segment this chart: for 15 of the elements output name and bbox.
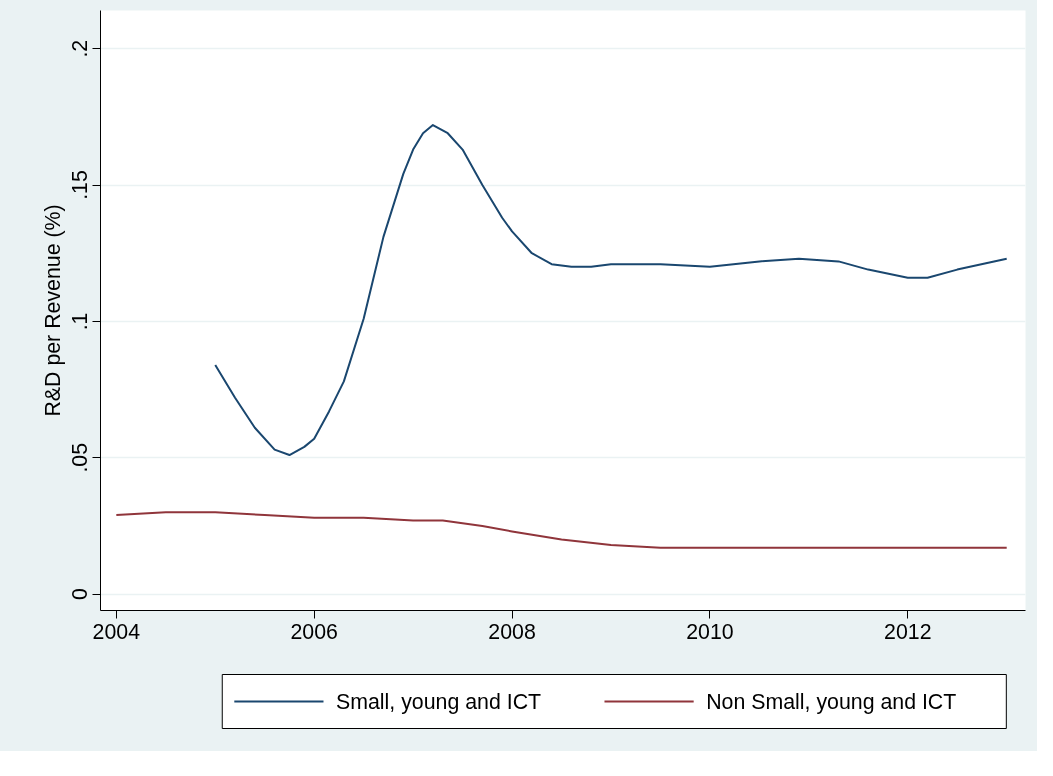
x-tick-label: 2008 xyxy=(488,619,536,644)
legend-label: Non Small, young and ICT xyxy=(706,689,957,714)
y-tick-label: .1 xyxy=(68,312,93,331)
y-tick-label: .05 xyxy=(68,442,93,473)
line-series xyxy=(115,511,1008,549)
x-tick-label: 2010 xyxy=(686,619,734,644)
y-tick-label: 0 xyxy=(68,588,93,601)
x-tick-label: 2004 xyxy=(92,619,141,644)
x-tick-label: 2012 xyxy=(884,619,932,644)
y-tick-label: .2 xyxy=(68,39,93,58)
y-tick-label: .15 xyxy=(68,170,93,200)
line-series xyxy=(214,124,1008,457)
y-axis-title: R&D per Revenue (%) xyxy=(40,204,65,417)
legend-label: Small, young and ICT xyxy=(335,689,542,714)
x-tick-label: 2006 xyxy=(290,619,338,644)
